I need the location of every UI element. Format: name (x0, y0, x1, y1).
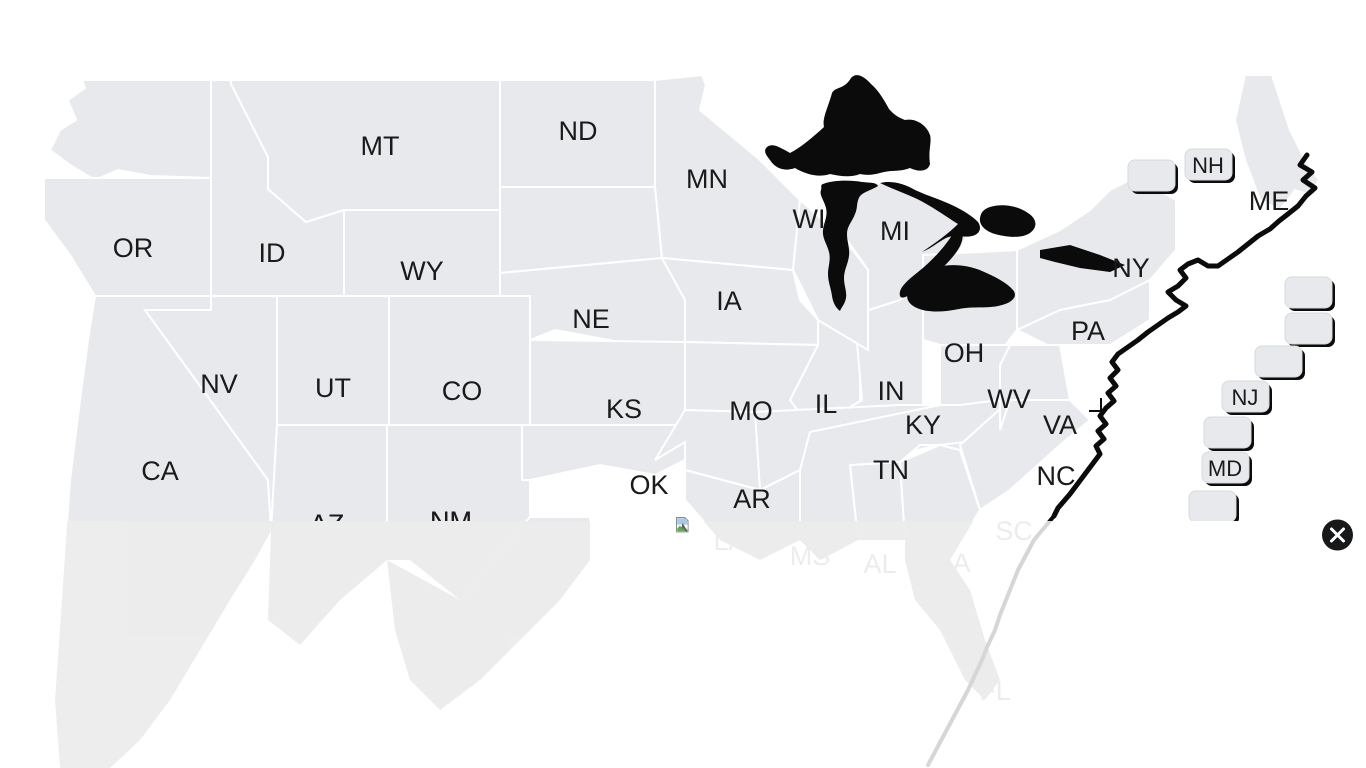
svg-text:NH: NH (1192, 153, 1224, 178)
svg-text:MD: MD (1208, 456, 1242, 481)
svg-text:NJ: NJ (1232, 385, 1259, 410)
